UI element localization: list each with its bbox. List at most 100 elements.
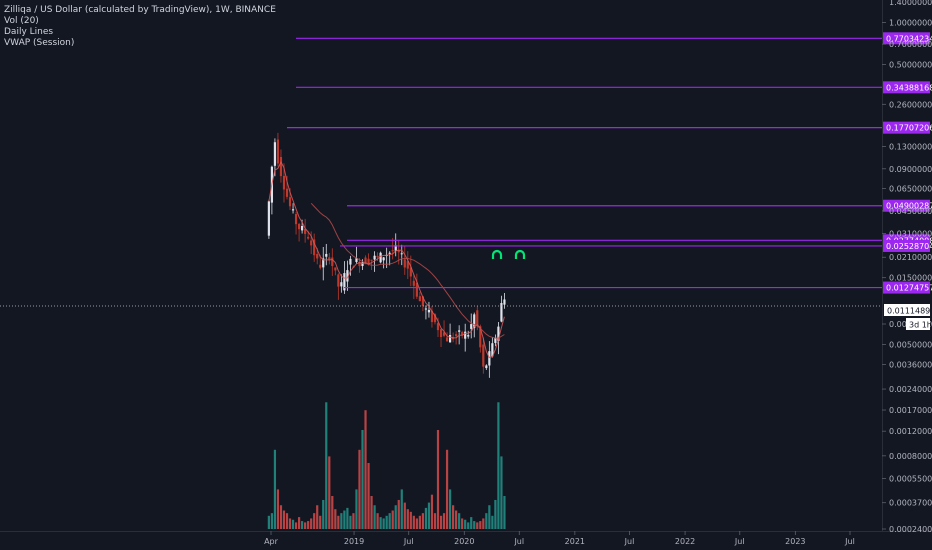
volume-bar — [331, 496, 334, 529]
candle-body — [464, 331, 467, 339]
candle-body — [494, 337, 497, 343]
candle-body — [349, 258, 352, 265]
volume-bar — [346, 507, 349, 529]
volume-bar — [337, 515, 340, 529]
volume-bar — [319, 515, 322, 529]
level-label: 0.02528704 — [886, 242, 932, 251]
time-axis[interactable]: Apr 2019 Jul 2020 Jul 2021 Jul 2022 Jul 2023 Jul — [264, 531, 855, 546]
candle-body — [288, 197, 292, 207]
candle-body — [319, 264, 322, 268]
price-tick-label: 0.00024000 — [889, 525, 932, 534]
volume-bar — [288, 518, 292, 529]
candle-body — [307, 236, 310, 239]
candle-body — [279, 156, 283, 177]
candle-body — [285, 188, 289, 197]
volume-bar — [367, 463, 370, 529]
candle-body — [421, 296, 425, 306]
candle-body — [355, 258, 358, 262]
candle-body — [412, 280, 415, 286]
time-tick-label: 2023 — [785, 537, 805, 546]
volume-bar — [464, 519, 467, 529]
level-label: 0.34388168 — [886, 83, 932, 92]
indicator-daily-lines[interactable]: Daily Lines — [4, 27, 54, 37]
volume-bar — [276, 489, 280, 529]
volume-bar — [385, 515, 388, 529]
volume-bar — [294, 522, 298, 529]
current-price-value: 0.01114897 — [887, 307, 932, 316]
candle-body — [325, 253, 328, 257]
candle-body — [500, 302, 503, 322]
candle-body — [436, 323, 440, 331]
candle-body — [273, 142, 277, 166]
level-label: 0.01274757 — [886, 284, 932, 293]
volume-bar — [313, 513, 316, 529]
volume-bar — [370, 496, 373, 529]
candle-body — [458, 330, 461, 332]
volume-bar — [461, 518, 464, 529]
level-label-bg — [883, 199, 930, 212]
candle-body — [276, 139, 280, 164]
level-label-bg — [883, 32, 930, 45]
candle-body — [343, 273, 346, 291]
volume-bar — [412, 515, 415, 529]
volume-bar — [491, 515, 494, 529]
time-tick-label: Jul — [734, 537, 745, 546]
volume-bar — [376, 513, 379, 529]
volume-bar — [355, 489, 358, 529]
candle-body — [433, 314, 437, 323]
candle-body — [397, 250, 400, 253]
volume-bar — [467, 522, 470, 529]
volume-bar — [358, 449, 361, 529]
volume-bar — [343, 510, 346, 529]
candle-body — [403, 259, 406, 268]
candle-body — [427, 309, 431, 313]
candle-body — [291, 209, 295, 211]
indicator-vwap[interactable]: VWAP (Session) — [4, 38, 75, 48]
time-tick-label: 2019 — [344, 537, 364, 546]
volume-bar — [494, 499, 497, 529]
volume-bar — [349, 515, 352, 529]
volume-bar — [427, 502, 431, 529]
symbol-title[interactable]: Zilliqa / US Dollar (calculated by Tradi… — [4, 5, 276, 15]
volume-bar — [273, 449, 277, 529]
volume-bar — [445, 449, 449, 529]
time-tick-label: Jul — [844, 537, 855, 546]
volume-bar — [409, 511, 412, 529]
volume-bar — [297, 517, 301, 529]
volume-bar — [406, 509, 409, 529]
candle-body — [391, 250, 394, 252]
candle-body — [328, 257, 331, 260]
volume-bar — [430, 494, 434, 529]
volume-bar — [497, 402, 500, 529]
volume-bar — [388, 513, 391, 529]
volume-bar — [373, 505, 376, 529]
volume-bar — [394, 505, 397, 529]
candle-body — [409, 267, 412, 277]
volume-bar — [304, 522, 307, 529]
candle-body — [376, 255, 379, 257]
time-tick-label: 2021 — [565, 537, 585, 546]
volume-bars — [267, 402, 506, 529]
candle-body — [373, 255, 376, 260]
candle-body — [337, 274, 340, 287]
volume-bar — [418, 515, 421, 529]
candle-body — [415, 282, 418, 297]
volume-bar — [436, 430, 440, 529]
horizontal-levels[interactable]: 0.77034234 0.34388168 0.17707206 0.04900287… — [287, 32, 932, 294]
volume-bar — [488, 505, 491, 529]
volume-bar — [479, 521, 482, 529]
volume-bar — [455, 510, 458, 529]
candle-body — [370, 259, 373, 261]
indicator-volume[interactable]: Vol (20) — [4, 16, 39, 26]
